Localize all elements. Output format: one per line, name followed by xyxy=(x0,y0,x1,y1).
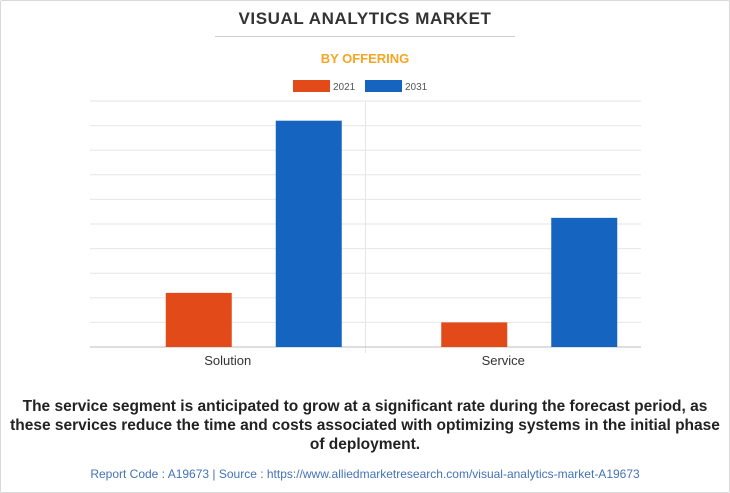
chart-subtitle: BY OFFERING xyxy=(320,51,410,66)
source-line[interactable]: Report Code : A19673 | Source : https://… xyxy=(90,467,640,481)
bar-2021-solution xyxy=(165,292,232,347)
x-tick-label: Solution xyxy=(204,353,251,368)
bar-chart: Solution Service 2021 2031 xyxy=(90,80,641,368)
legend-label-2031: 2031 xyxy=(405,82,428,93)
title-divider xyxy=(215,36,515,37)
x-tick-label: Service xyxy=(482,353,525,368)
bar-2031-service xyxy=(551,217,618,347)
legend-swatch-2021 xyxy=(293,80,330,92)
legend-label-2021: 2021 xyxy=(333,82,356,93)
chart-title: VISUAL ANALYTICS MARKET xyxy=(238,9,492,28)
bar-2031-solution xyxy=(275,120,342,348)
chart-caption: The service segment is anticipated to gr… xyxy=(10,398,720,453)
bar-2021-service xyxy=(441,322,508,347)
legend-swatch-2031 xyxy=(365,80,402,92)
